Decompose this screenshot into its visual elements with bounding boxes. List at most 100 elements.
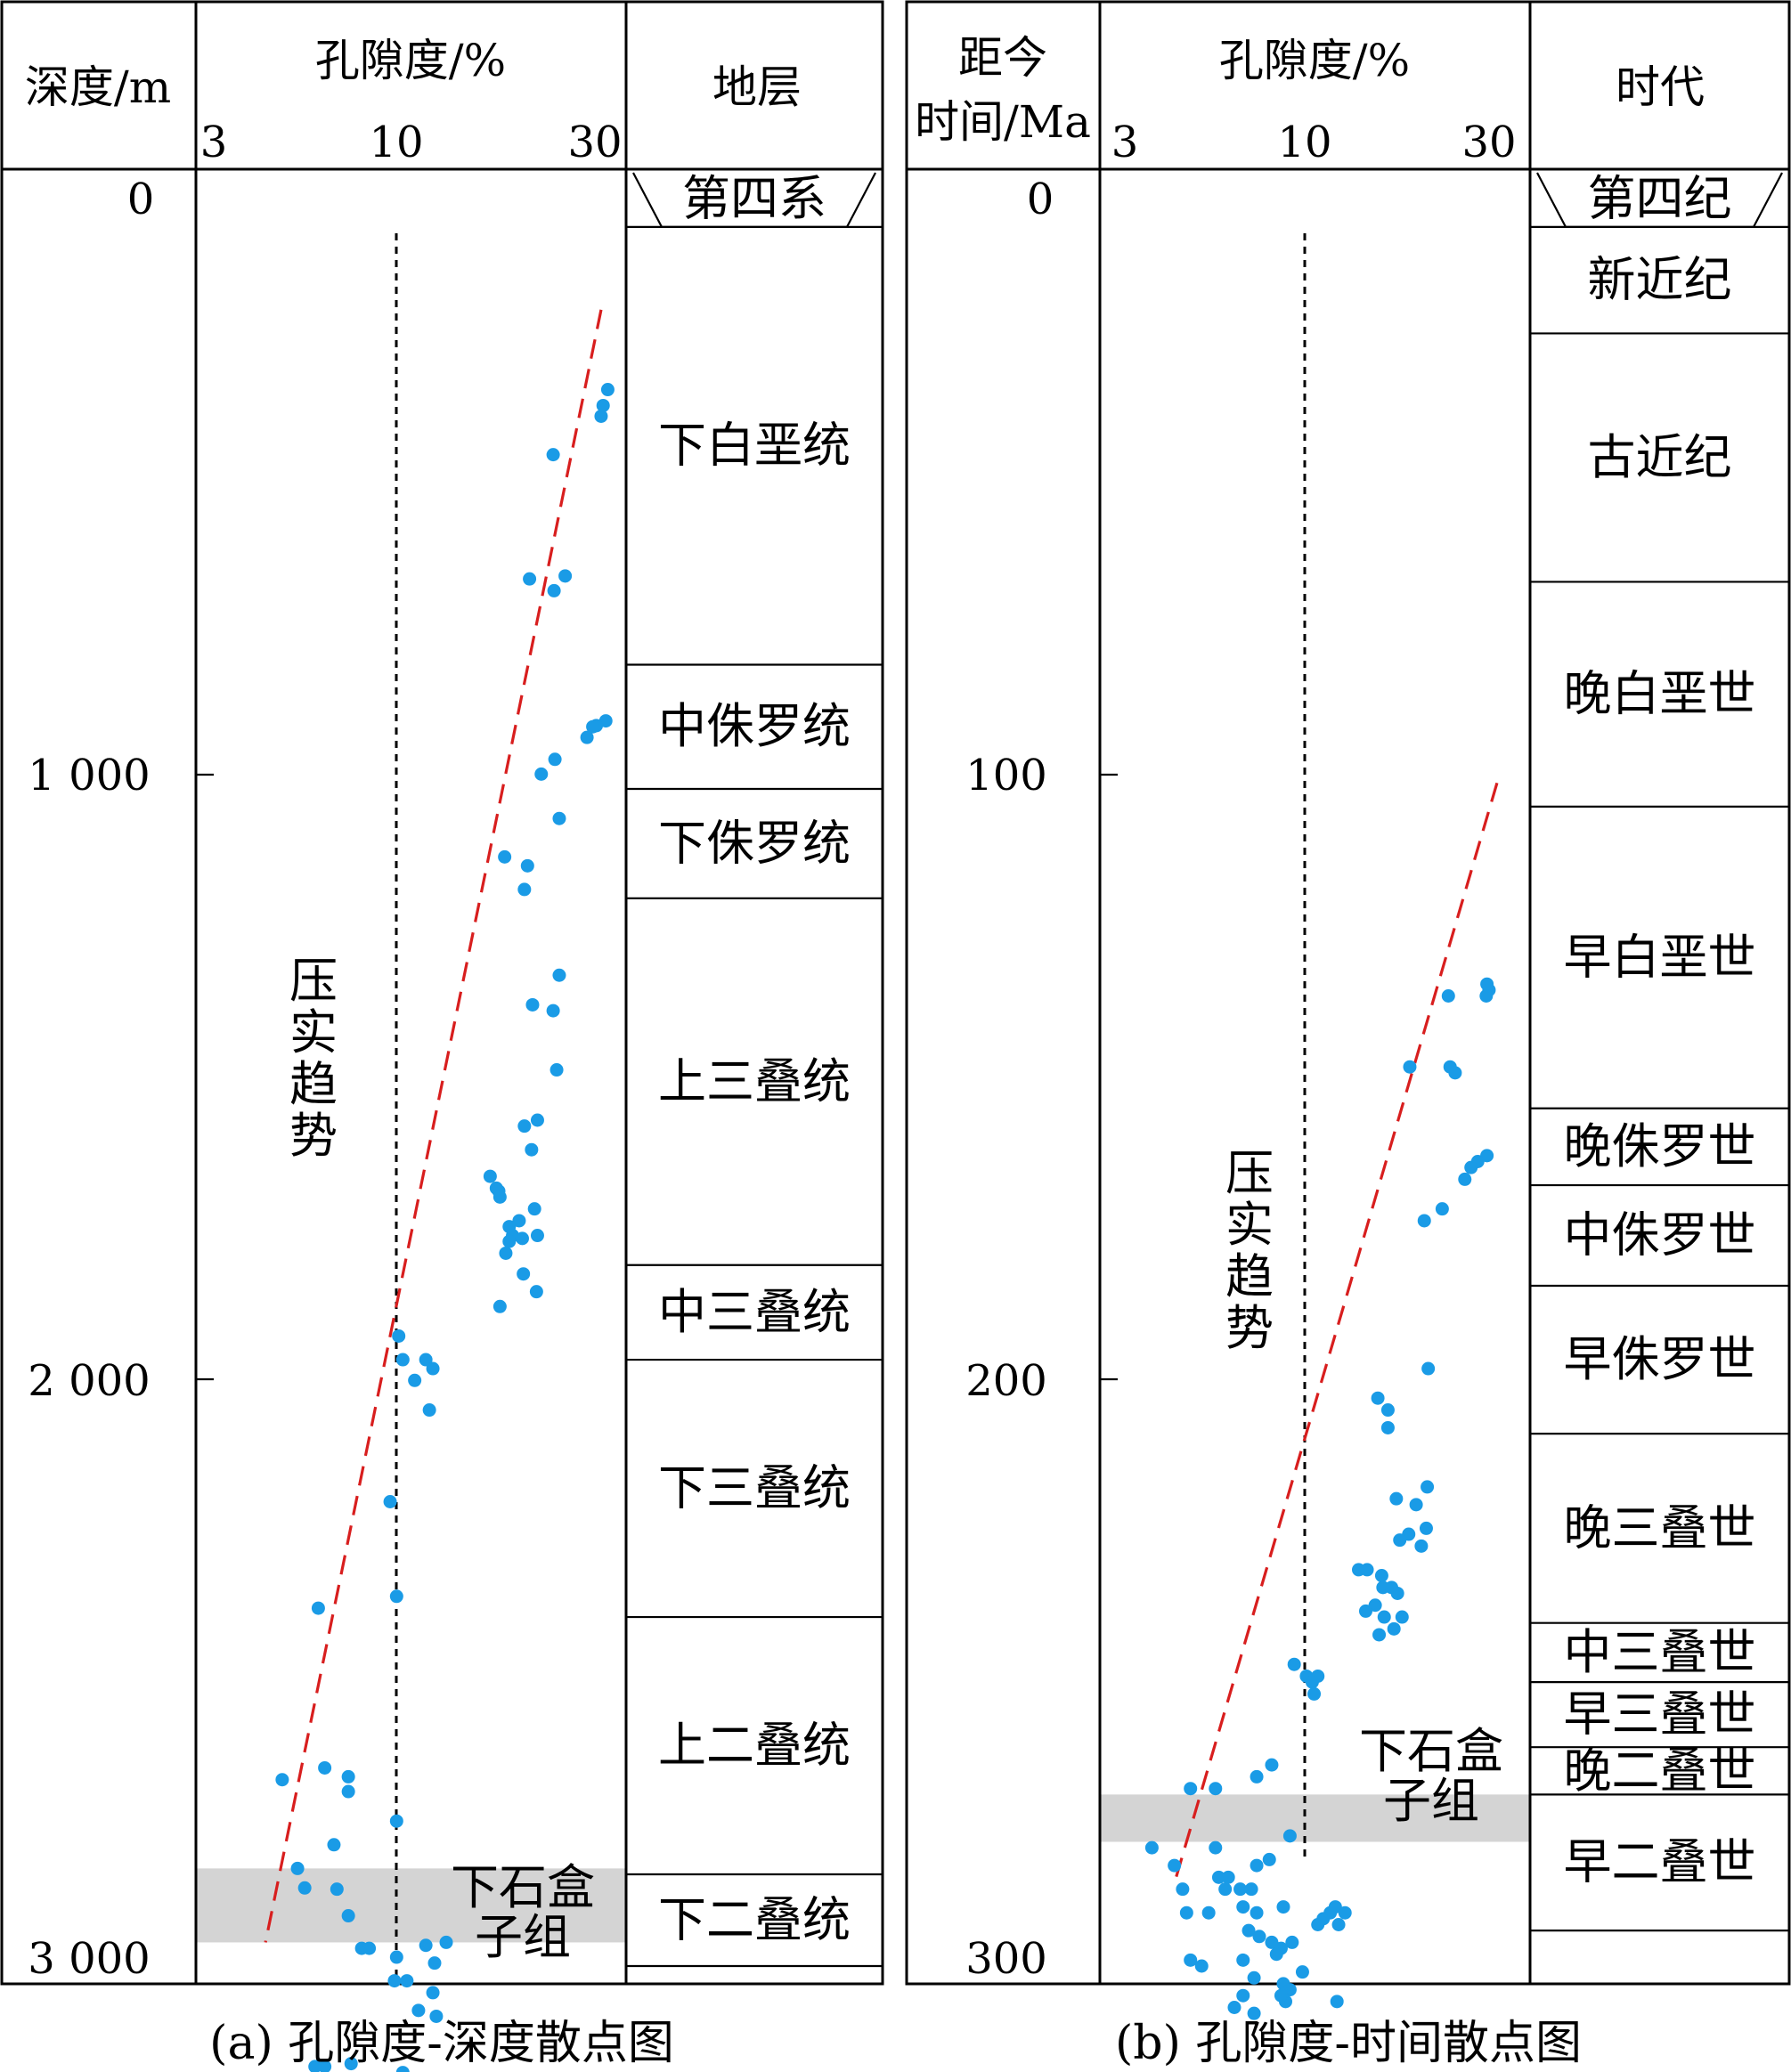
- panel-b-trend-label: 压实趋势: [1225, 1145, 1274, 1356]
- data-point: [1274, 1989, 1288, 2003]
- data-point: [1388, 1622, 1401, 1636]
- data-point: [427, 1956, 441, 1970]
- panel-a-strata-header: 地层: [712, 61, 802, 113]
- data-point: [1442, 989, 1455, 1003]
- data-point: [275, 1773, 289, 1786]
- data-point: [1263, 1853, 1276, 1866]
- data-point: [362, 1942, 376, 1955]
- data-point: [440, 1936, 453, 1949]
- unit-label: 晚二叠世: [1564, 1743, 1756, 1799]
- panel-a-band-label: 下石盒子组: [451, 1859, 595, 1965]
- unit-label: 上二叠统: [658, 1718, 851, 1774]
- data-point: [1227, 2001, 1241, 2014]
- data-point: [1372, 1628, 1386, 1641]
- data-point: [400, 1974, 413, 1987]
- data-point: [1410, 1498, 1423, 1511]
- data-point: [601, 383, 615, 396]
- panel-a-porosity-tick-10: 10: [369, 118, 423, 167]
- panel-a-depth-tick-1000: 1 000: [28, 751, 150, 800]
- data-point: [1332, 1918, 1346, 1931]
- data-point: [342, 1785, 355, 1799]
- data-point: [484, 1170, 497, 1183]
- panel-a-depth-tick-3000: 3 000: [28, 1934, 150, 1984]
- data-point: [1393, 1533, 1406, 1547]
- data-point: [1218, 1882, 1232, 1896]
- data-point: [1236, 1989, 1250, 2003]
- data-point: [298, 1881, 312, 1895]
- panel-a-porosity-tick-30: 30: [567, 118, 622, 167]
- data-point: [427, 1362, 440, 1376]
- panel-b-porosity-tick-10: 10: [1277, 118, 1331, 167]
- data-point: [390, 1589, 403, 1603]
- data-point: [387, 1974, 401, 1987]
- data-point: [1145, 1841, 1159, 1855]
- data-point: [1252, 1930, 1266, 1943]
- panel-b-points: [1145, 978, 1496, 2020]
- panel-a-frame: [2, 2, 883, 1984]
- data-point: [1361, 1563, 1374, 1576]
- data-point: [312, 1602, 325, 1615]
- data-point: [1436, 1202, 1449, 1215]
- data-point: [552, 812, 566, 825]
- data-point: [1250, 1906, 1264, 1920]
- panel-b-period-column: 第四纪新近纪古近纪晚白垩世早白垩世晚侏罗世中侏罗世早侏罗世晚三叠世中三叠世早三叠…: [1530, 170, 1789, 1930]
- data-point: [1270, 1947, 1283, 1961]
- unit-label: 新近纪: [1588, 252, 1732, 308]
- data-point: [1248, 1971, 1261, 1985]
- unit-label: 晚侏罗世: [1564, 1118, 1756, 1174]
- data-point: [1233, 1882, 1247, 1896]
- unit-label: 第四纪: [1588, 170, 1732, 226]
- panel-a-depth-tick-2000: 2 000: [28, 1356, 150, 1406]
- data-point: [530, 1285, 543, 1298]
- data-point: [1195, 1960, 1209, 1973]
- data-point: [517, 882, 531, 896]
- panel-a-porosity-header: 孔隙度/%: [315, 35, 506, 86]
- panel-b-porosity-tick-30: 30: [1461, 118, 1516, 167]
- data-point: [1307, 1687, 1321, 1701]
- panel-b: 距今 时间/Ma 孔隙度/% 时代 3 10 30 0 100 200 300 …: [907, 2, 1789, 2020]
- data-point: [1296, 1965, 1309, 1979]
- data-point: [558, 569, 572, 582]
- unit-label: 古近纪: [1588, 429, 1732, 485]
- data-point: [1396, 1611, 1409, 1624]
- unit-label: 晚白垩世: [1564, 666, 1756, 722]
- data-point: [1283, 1829, 1297, 1842]
- data-point: [1359, 1605, 1372, 1618]
- data-point: [1306, 1676, 1319, 1689]
- data-point: [1331, 1995, 1344, 2008]
- data-point: [1372, 1392, 1385, 1405]
- unit-label: 中侏罗世: [1564, 1207, 1756, 1264]
- data-point: [1403, 1060, 1416, 1074]
- data-point: [1479, 989, 1493, 1003]
- data-point: [1276, 1900, 1290, 1914]
- data-point: [525, 1143, 538, 1157]
- data-point: [1209, 1782, 1222, 1795]
- panel-b-porosity-header: 孔隙度/%: [1219, 35, 1410, 86]
- data-point: [531, 1114, 544, 1127]
- panel-a-depth-tick-0: 0: [127, 175, 155, 224]
- panel-b-trend-group: [1175, 783, 1497, 1883]
- data-point: [419, 1938, 433, 1952]
- data-point: [408, 1374, 421, 1387]
- unit-label: 早侏罗世: [1564, 1331, 1756, 1387]
- data-point: [548, 584, 561, 597]
- panel-b-time-header-line2: 时间/Ma: [915, 96, 1091, 148]
- data-point: [581, 731, 594, 744]
- data-point: [521, 859, 534, 873]
- panel-b-time-header-line1: 距今: [958, 32, 1047, 84]
- data-point: [330, 1882, 344, 1896]
- data-point: [1420, 1522, 1433, 1535]
- data-point: [1176, 1882, 1189, 1896]
- panel-a-porosity-tick-3: 3: [200, 118, 228, 167]
- data-point: [1339, 1906, 1352, 1920]
- unit-label: 上三叠统: [658, 1053, 851, 1109]
- data-point: [1265, 1759, 1278, 1772]
- panel-a-depth-header: 深度/m: [25, 61, 171, 113]
- data-point: [1250, 1770, 1264, 1784]
- unit-label: 下二叠统: [658, 1892, 851, 1948]
- data-point: [1458, 1173, 1471, 1186]
- panel-b-time-tick-300: 300: [965, 1934, 1047, 1984]
- data-point: [1389, 1492, 1403, 1506]
- data-point: [499, 1247, 512, 1260]
- data-point: [291, 1862, 305, 1875]
